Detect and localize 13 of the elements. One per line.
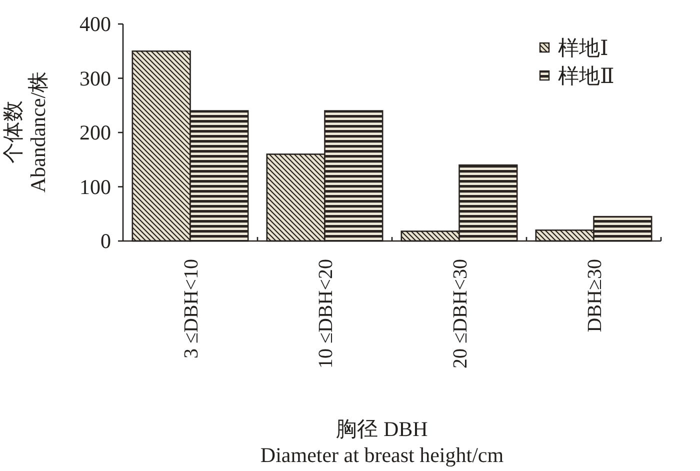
y-tick-label: 0 <box>100 229 111 253</box>
x-tick-label: DBH≥30 <box>584 259 606 332</box>
legend-label: 样地Ⅰ <box>558 36 608 60</box>
x-tick-label: 10 ≤DBH<20 <box>314 259 337 368</box>
y-tick-label: 200 <box>80 120 111 144</box>
x-tick-label: 20 ≤DBH<30 <box>449 259 472 368</box>
y-tick-label: 300 <box>80 66 111 90</box>
legend-label: 样地Ⅱ <box>558 64 614 88</box>
x-axis-title: 胸径 DBH Diameter at breast height/cm <box>260 417 504 467</box>
y-tick-label: 100 <box>80 174 111 199</box>
y-tick-label: 400 <box>80 12 111 36</box>
y-axis-title: 个体数 Abandance/株 <box>1 71 50 193</box>
x-tick-label: 3 ≤DBH<10 <box>180 259 202 358</box>
